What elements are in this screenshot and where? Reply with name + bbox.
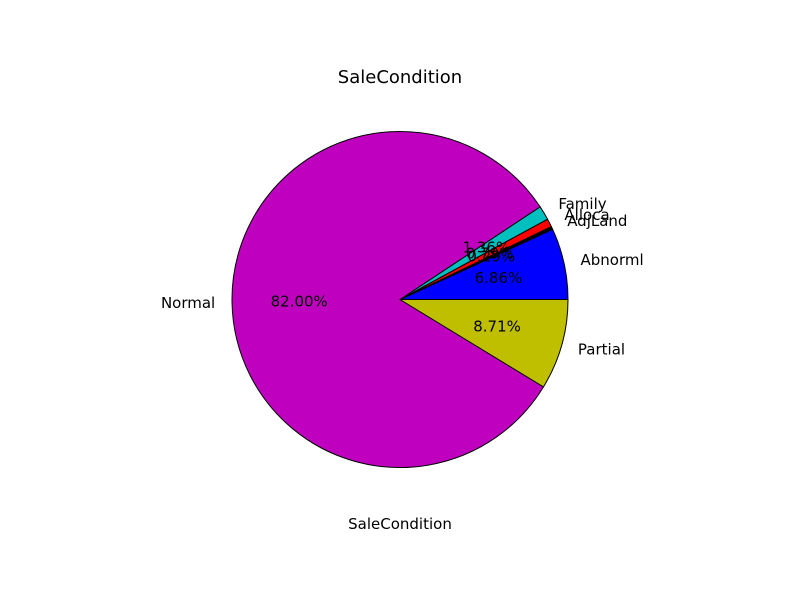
slice-pct-partial: 8.71% — [473, 318, 521, 336]
slice-pct-abnorml: 6.86% — [475, 269, 523, 287]
slice-pct-adjland: 0.29% — [467, 248, 515, 266]
slice-label-abnorml: Abnorml — [581, 251, 644, 269]
pie-slice-normal — [231, 131, 544, 468]
pie-slice-partial — [399, 299, 569, 388]
slice-pct-alloca: 0.79% — [466, 244, 514, 262]
slice-label-normal: Normal — [161, 294, 215, 312]
pie-labels: Abnorml 6.86% AdjLand 0.29% Alloca 0.79% Famil… — [161, 195, 644, 358]
slice-label-adjland: AdjLand — [567, 212, 627, 230]
slice-label-partial: Partial — [578, 340, 625, 358]
pie-slices — [231, 131, 569, 468]
x-axis-label: SaleCondition — [348, 515, 452, 533]
slice-pct-normal: 82.00% — [271, 292, 328, 310]
slice-pct-family: 1.36% — [463, 239, 511, 257]
slice-label-family: Family — [558, 195, 606, 213]
chart-title: SaleCondition — [338, 67, 462, 88]
slice-label-alloca: Alloca — [564, 206, 609, 224]
